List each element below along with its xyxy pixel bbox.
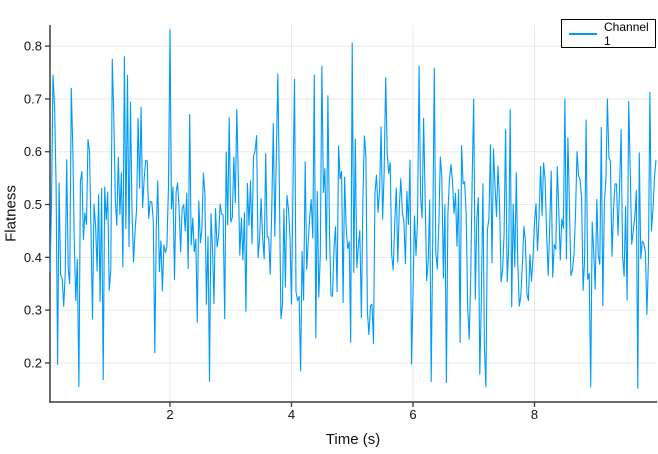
x-tick-label: 6	[409, 407, 416, 422]
y-tick-label: 0.3	[24, 303, 42, 318]
y-tick-label: 0.4	[24, 250, 42, 265]
legend: Channel 1	[561, 19, 656, 48]
y-axis-title: Flatness	[2, 185, 20, 242]
x-tick-label: 8	[531, 407, 538, 422]
y-tick-label: 0.2	[24, 355, 42, 370]
legend-line-sample	[569, 32, 597, 35]
legend-label: Channel 1	[604, 19, 649, 48]
y-tick-label: 0.5	[24, 197, 42, 212]
y-tick-label: 0.6	[24, 144, 42, 159]
y-tick-label: 0.8	[24, 39, 42, 54]
series-channel-1	[49, 29, 657, 389]
x-axis-title: Time (s)	[325, 431, 381, 448]
x-tick-label: 4	[288, 407, 295, 422]
x-tick-label: 2	[166, 407, 173, 422]
y-tick-label: 0.7	[24, 91, 42, 106]
